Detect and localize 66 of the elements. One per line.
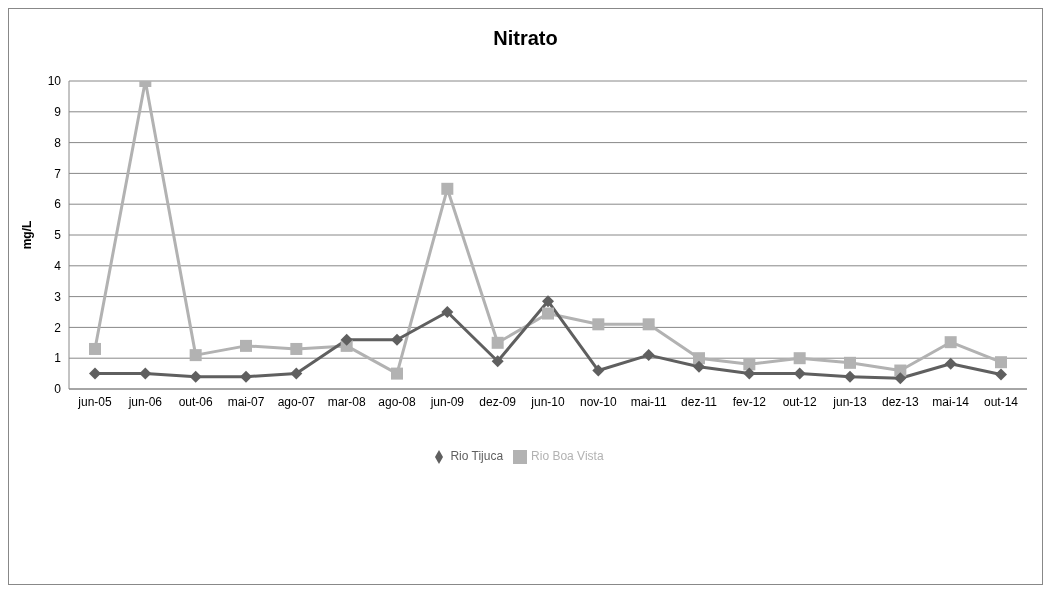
- point: [441, 306, 454, 318]
- x-tick-label: jun-13: [832, 394, 867, 409]
- x-tick-label: out-06: [178, 394, 213, 409]
- point: [793, 352, 806, 365]
- point: [995, 368, 1007, 381]
- point: [340, 333, 353, 346]
- point: [189, 349, 202, 362]
- x-tick-label: mai-14: [932, 394, 970, 409]
- point: [491, 336, 504, 349]
- y-tick-label: 10: [47, 74, 62, 89]
- x-tick-label: jun-06: [127, 394, 163, 409]
- point: [240, 339, 252, 352]
- point: [642, 318, 655, 331]
- point: [743, 358, 756, 371]
- point: [290, 367, 303, 380]
- point: [240, 370, 252, 383]
- point: [592, 364, 605, 377]
- point: [89, 342, 101, 355]
- point: [844, 370, 856, 383]
- x-tick-label: jun-09: [429, 394, 465, 409]
- x-tick-label: dez-13: [881, 394, 919, 409]
- point: [944, 357, 957, 370]
- x-tick-label: jun-10: [530, 394, 565, 409]
- point: [89, 367, 101, 380]
- y-tick-label: 6: [54, 197, 62, 212]
- legend-label: Rio Tijuca: [450, 449, 504, 463]
- point: [542, 295, 554, 308]
- point: [642, 349, 655, 362]
- point: [542, 307, 554, 320]
- x-tick-label: mar-08: [327, 394, 366, 409]
- point: [995, 356, 1007, 369]
- y-tick-label: 7: [54, 166, 62, 181]
- point: [844, 356, 856, 369]
- x-tick-label: out-14: [983, 394, 1019, 409]
- point: [391, 333, 403, 346]
- y-tick-label: 2: [54, 320, 62, 335]
- y-tick-label: 5: [54, 228, 62, 243]
- x-tick-label: out-12: [782, 394, 817, 409]
- x-tick-label: mai-11: [630, 394, 667, 409]
- point: [441, 182, 454, 195]
- y-axis-title: mg/L: [20, 220, 35, 250]
- x-tick-label: dez-11: [681, 394, 718, 409]
- y-tick-label: 3: [54, 289, 62, 304]
- x-tick-label: ago-07: [277, 394, 316, 409]
- point: [693, 360, 705, 373]
- point: [391, 367, 403, 380]
- x-tick-label: dez-09: [479, 394, 517, 409]
- point: [693, 352, 705, 365]
- point: [491, 355, 504, 368]
- y-tick-label: 8: [54, 135, 62, 150]
- x-tick-label: jun-05: [77, 394, 112, 409]
- x-tick-label: fev-12: [732, 394, 767, 409]
- x-tick-label: ago-08: [378, 394, 416, 409]
- point: [592, 318, 605, 331]
- y-tick-label: 1: [54, 351, 62, 366]
- legend-label: Rio Boa Vista: [531, 449, 604, 463]
- x-tick-label: mai-07: [227, 394, 265, 409]
- point: [189, 370, 202, 383]
- point: [944, 336, 957, 349]
- x-tick-label: nov-10: [579, 394, 617, 409]
- y-tick-label: 9: [54, 105, 62, 120]
- chart-title: Nitrato: [492, 27, 559, 50]
- point: [894, 372, 907, 385]
- y-tick-label: 0: [54, 382, 62, 397]
- point: [290, 342, 303, 355]
- y-tick-label: 4: [54, 259, 62, 274]
